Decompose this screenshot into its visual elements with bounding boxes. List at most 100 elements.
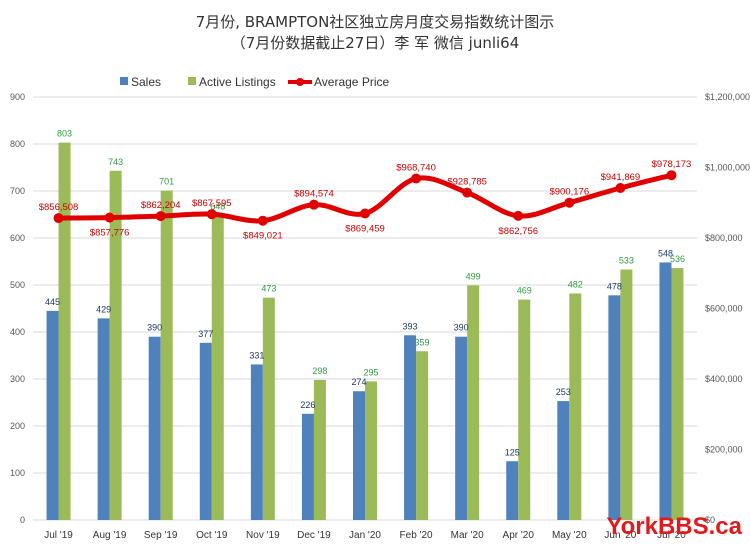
sales-value-label: 393 — [403, 321, 418, 331]
active-listings-value-label: 803 — [57, 129, 72, 139]
left-tick-label: 0 — [20, 515, 25, 525]
sales-bar — [659, 262, 672, 520]
average-price-marker — [308, 199, 319, 210]
active-listings-value-label: 473 — [261, 284, 276, 294]
watermark: YorkBBS.ca — [606, 513, 742, 540]
x-tick-label: Jun '20 — [604, 530, 636, 541]
average-price-label: $869,459 — [345, 224, 385, 235]
bar-labels: 4458034297433907013776483314732262982742… — [45, 129, 685, 458]
left-tick-label: 300 — [10, 374, 25, 384]
average-price-marker — [53, 213, 64, 224]
average-price-label: $941,869 — [601, 172, 641, 183]
active-listings-value-label: 701 — [159, 177, 174, 187]
left-tick-label: 600 — [10, 233, 25, 243]
chart-subtitle: （7月份数据截止27日）李 军 微信 junli64 — [231, 34, 520, 52]
active-listings-bar — [313, 379, 326, 520]
sales-value-label: 274 — [351, 377, 366, 387]
average-price-marker — [513, 210, 524, 221]
sales-value-label: 377 — [198, 329, 213, 339]
sales-bar — [506, 461, 519, 520]
active-listings-bar — [620, 269, 633, 520]
average-price-marker — [564, 197, 575, 208]
legend-label-sales: Sales — [131, 75, 161, 89]
sales-bar — [46, 310, 59, 520]
sales-bar — [199, 342, 212, 520]
active-listings-bar — [262, 297, 275, 520]
active-listings-bar — [416, 351, 429, 520]
active-listings-value-label: 533 — [619, 255, 634, 265]
right-tick-label: $1,200,000 — [705, 92, 750, 102]
sales-bar — [250, 364, 263, 520]
left-tick-label: 500 — [10, 280, 25, 290]
x-tick-label: Jan '20 — [349, 530, 381, 541]
active-listings-value-label: 295 — [363, 367, 378, 377]
average-price-marker — [155, 211, 166, 222]
sales-value-label: 429 — [96, 304, 111, 314]
active-listings-bar — [109, 170, 122, 521]
x-tick-label: May '20 — [552, 530, 587, 541]
right-tick-label: $0 — [705, 515, 715, 525]
sales-value-label: 478 — [607, 281, 622, 291]
x-tick-label: Sep '19 — [144, 530, 178, 541]
active-listings-value-label: 536 — [670, 254, 685, 264]
average-price-label: $928,785 — [447, 177, 487, 188]
active-listings-bar — [365, 381, 377, 520]
right-tick-label: $400,000 — [705, 374, 743, 384]
left-axis: 0 100 200 300 400 500 600 700 800 900 — [10, 92, 25, 525]
sales-value-label: 253 — [556, 387, 571, 397]
active-listings-value-label: 499 — [466, 271, 481, 281]
average-price-label: $978,173 — [652, 159, 692, 170]
sales-bar — [608, 295, 621, 520]
sales-value-label: 548 — [658, 248, 673, 258]
active-listings-value-label: 482 — [568, 279, 583, 289]
sales-bar — [148, 336, 161, 520]
average-price-marker — [257, 215, 268, 226]
sales-value-label: 390 — [147, 323, 162, 333]
average-price-label: $867,595 — [192, 198, 232, 209]
active-listings-bar — [467, 285, 480, 520]
average-price-label: $849,021 — [243, 231, 283, 242]
bars — [46, 142, 684, 521]
active-listings-value-label: 298 — [312, 366, 327, 376]
x-axis: Jul '19 Aug '19 Sep '19 Oct '19 Nov '19 Dec '… — [44, 530, 686, 541]
x-tick-label: Feb '20 — [400, 530, 433, 541]
left-tick-label: 400 — [10, 327, 25, 337]
active-listings-bar — [58, 142, 71, 520]
average-price-label: $856,508 — [39, 202, 79, 213]
x-tick-label: Oct '19 — [196, 530, 228, 541]
right-tick-label: $600,000 — [705, 304, 743, 314]
x-tick-label: Jul '20 — [657, 530, 686, 541]
sales-value-label: 445 — [45, 297, 60, 307]
average-price-label: $894,574 — [294, 189, 334, 200]
sales-value-label: 390 — [454, 323, 469, 333]
average-price-label: $862,204 — [141, 200, 181, 211]
active-listings-value-label: 648 — [210, 201, 225, 211]
price-line: $856,508 $857,776 $862,204 $867,595 $849,021… — [39, 159, 692, 242]
sales-bar — [455, 336, 468, 520]
average-price-marker — [615, 182, 626, 193]
average-price-label: $900,176 — [549, 187, 589, 198]
legend-swatch-price-marker — [296, 78, 304, 86]
x-tick-label: Mar '20 — [451, 530, 484, 541]
average-price-label: $857,776 — [90, 228, 130, 239]
right-tick-label: $200,000 — [705, 445, 743, 455]
x-tick-label: Jul '19 — [44, 530, 73, 541]
active-listings-bar — [160, 190, 173, 520]
average-price-marker — [666, 170, 677, 181]
average-price-marker — [411, 173, 422, 184]
x-tick-label: Apr '20 — [503, 530, 535, 541]
legend-swatch-sales — [120, 77, 128, 85]
right-axis: $0 $200,000 $400,000 $600,000 $800,000 $1,000… — [705, 92, 750, 525]
active-listings-value-label: 743 — [108, 157, 123, 167]
left-tick-label: 900 — [10, 92, 25, 102]
x-tick-label: Dec '19 — [297, 530, 331, 541]
right-tick-label: $800,000 — [705, 233, 743, 243]
legend: Sales Active Listings Average Price — [120, 75, 389, 89]
left-tick-label: 800 — [10, 139, 25, 149]
left-tick-label: 200 — [10, 421, 25, 431]
active-listings-bar — [569, 293, 582, 520]
average-price-label: $862,756 — [498, 226, 538, 237]
sales-bar — [557, 401, 570, 520]
sales-bar — [353, 391, 365, 520]
